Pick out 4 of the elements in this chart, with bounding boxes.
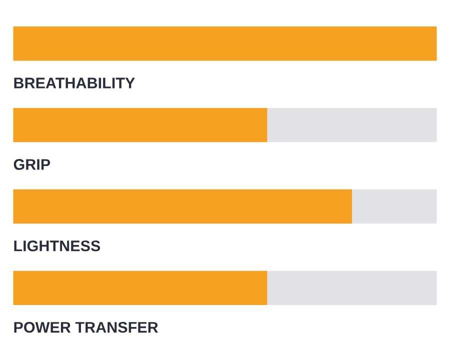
y-tick-label: BREATHABILITY (14, 78, 135, 88)
y-tick-label: POWER TRANSFER (14, 322, 158, 333)
y-tick-label: GRIP (14, 159, 50, 170)
y-tick-label: LIGHTNESS (14, 240, 100, 252)
